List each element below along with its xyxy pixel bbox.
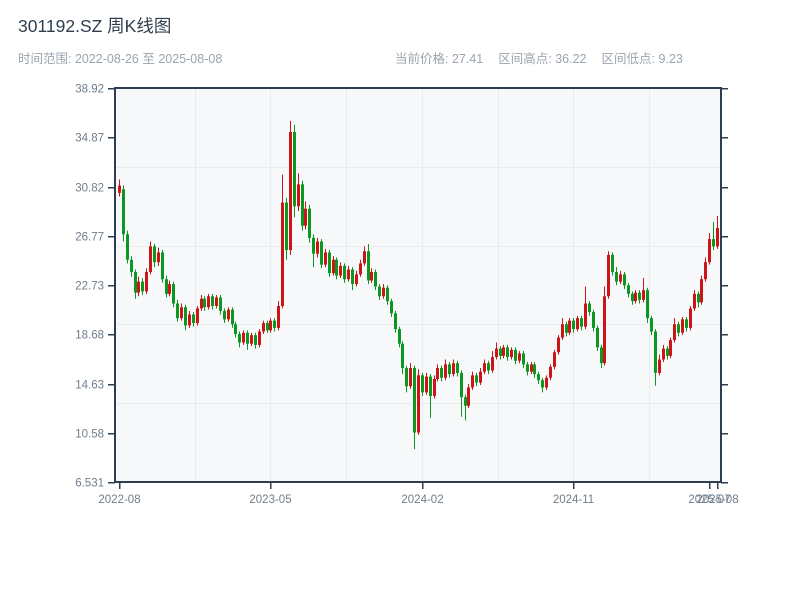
range-high-label: 区间高点: [498, 52, 552, 66]
svg-text:2025-07: 2025-07 [688, 494, 730, 506]
current-price-value: 27.41 [451, 52, 484, 66]
svg-text:14.63: 14.63 [75, 380, 104, 392]
svg-text:2024-11: 2024-11 [553, 494, 594, 506]
svg-text:2025-08: 2025-08 [696, 494, 738, 506]
svg-text:18.68: 18.68 [75, 330, 104, 342]
price-stats: 当前价格: 27.41 区间高点: 36.22 区间低点: 9.23 [395, 48, 683, 67]
range-low-value: 9.23 [658, 52, 683, 66]
svg-text:2024-02: 2024-02 [401, 494, 443, 506]
svg-text:30.82: 30.82 [75, 183, 104, 195]
date-range-label: 时间范围: 2022-08-26 至 2025-08-08 [18, 52, 223, 66]
svg-text:22.73: 22.73 [75, 281, 104, 293]
svg-text:38.92: 38.92 [75, 84, 104, 96]
range-high-value: 36.22 [555, 52, 587, 66]
svg-text:2022-08: 2022-08 [98, 494, 140, 506]
range-low-label: 区间低点: [601, 52, 655, 66]
page-title: 301192.SZ 周K线图 [18, 16, 172, 36]
svg-text:2023-05: 2023-05 [249, 494, 291, 506]
current-price-label: 当前价格: [395, 52, 449, 66]
svg-text:34.87: 34.87 [75, 133, 104, 145]
svg-text:10.58: 10.58 [75, 429, 104, 441]
svg-text:26.77: 26.77 [75, 232, 104, 244]
svg-text:6.531: 6.531 [75, 478, 104, 490]
